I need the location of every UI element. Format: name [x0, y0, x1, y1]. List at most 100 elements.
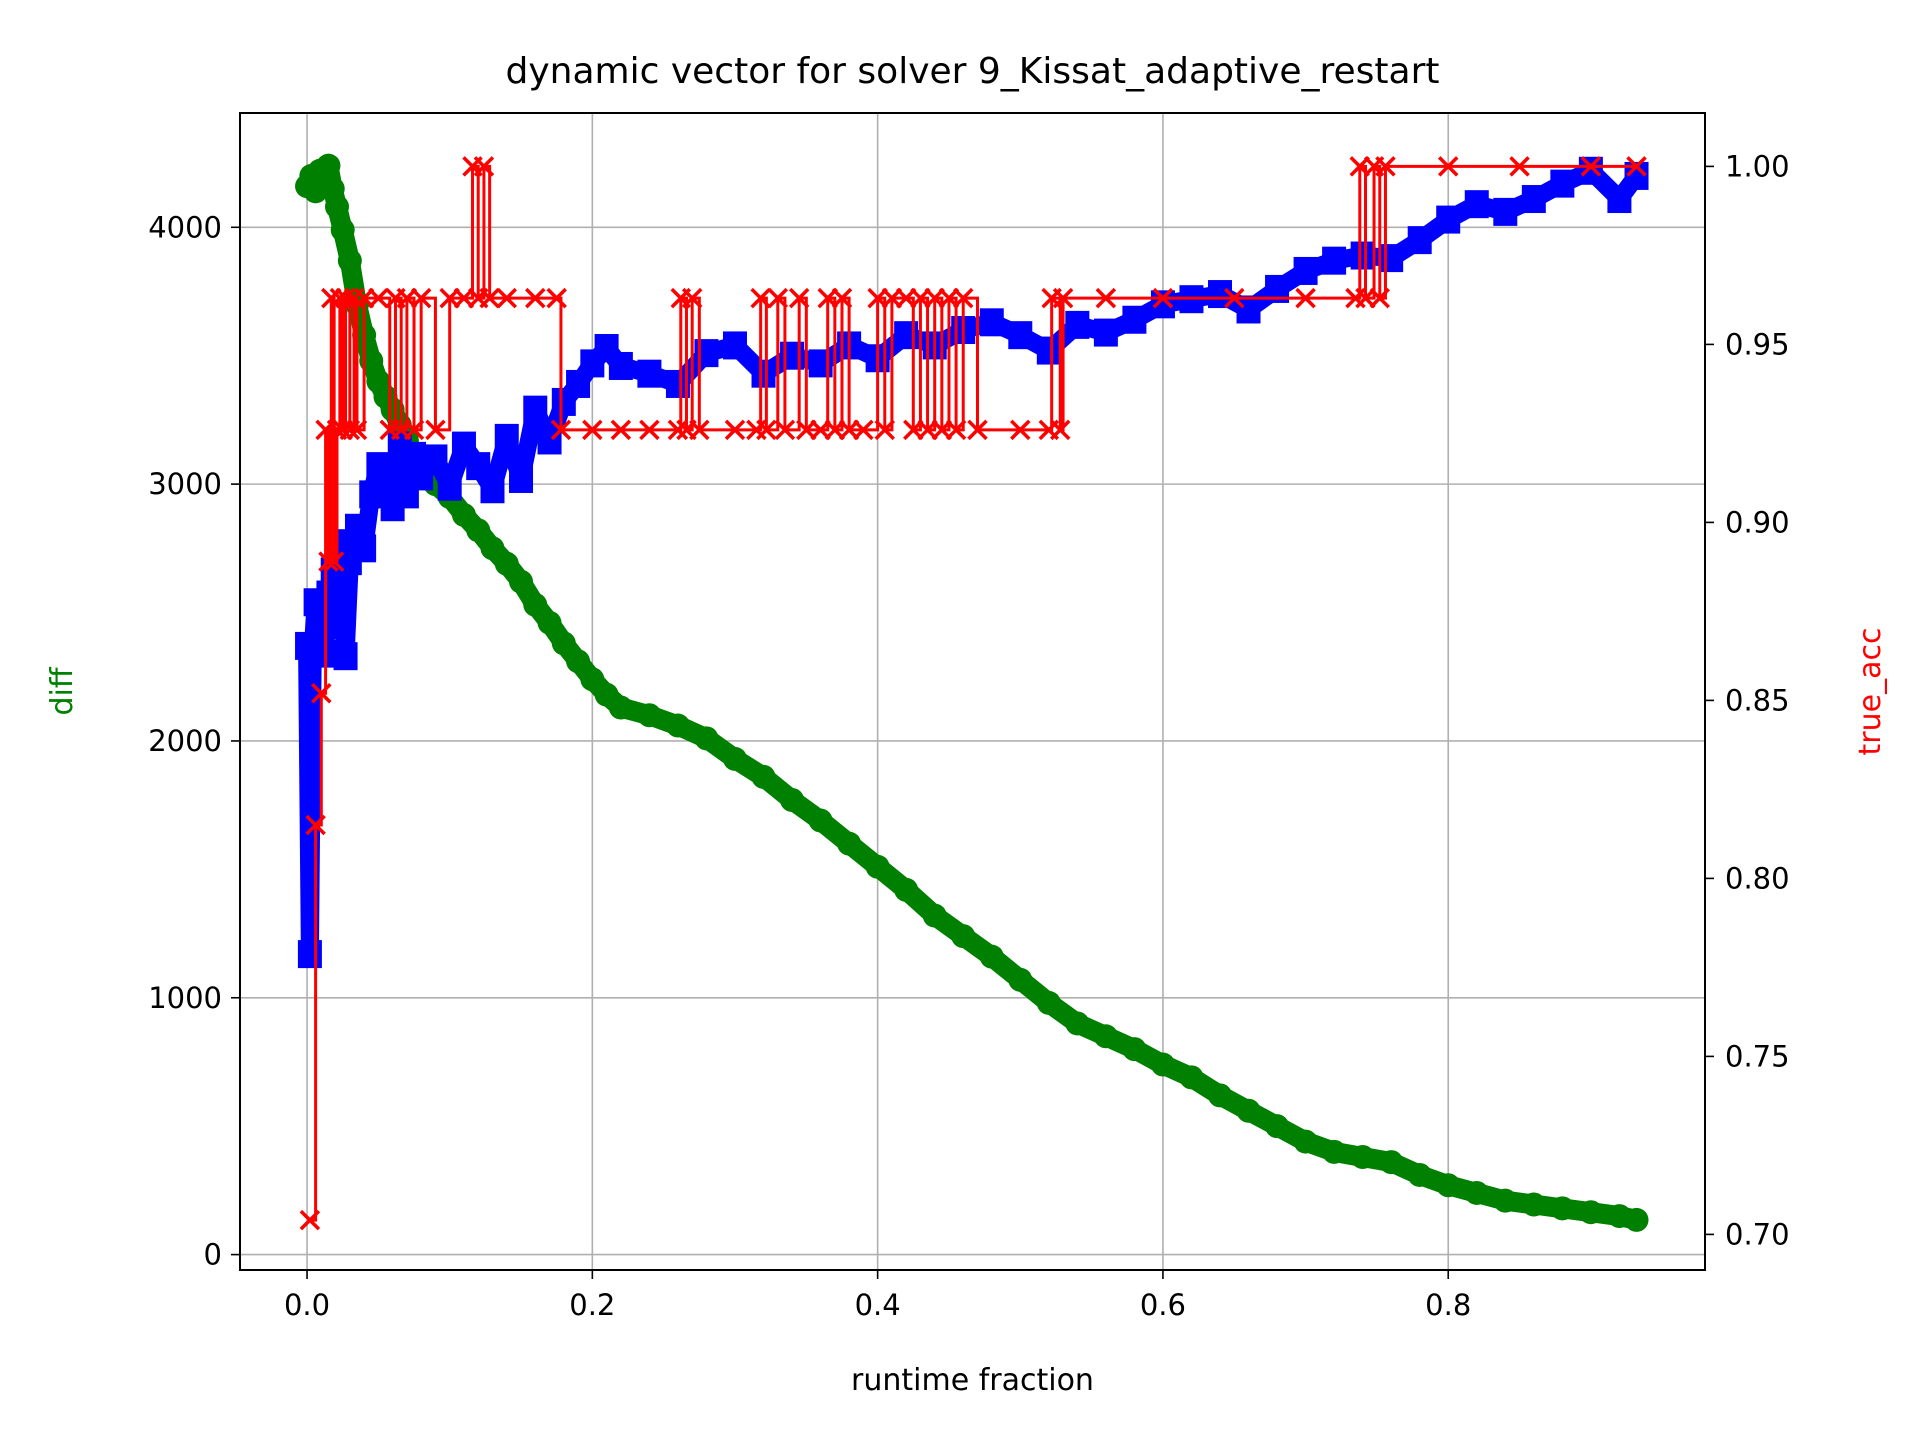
data-point	[339, 419, 361, 441]
data-point	[780, 788, 805, 813]
data-point	[525, 287, 546, 309]
data-point	[1322, 1139, 1347, 1164]
data-point	[1521, 1192, 1546, 1217]
data-point	[523, 592, 548, 617]
ticks: 0.0 0.2 0.4 0.6 0.8010002000300040000.700.75…	[148, 149, 1789, 1322]
y2-tick-label: 0.80	[1725, 861, 1790, 895]
data-point	[608, 695, 633, 720]
data-point	[951, 924, 976, 949]
data-point	[1464, 190, 1489, 219]
data-point	[808, 808, 833, 833]
data-point	[724, 419, 746, 441]
data-point	[1265, 1114, 1290, 1139]
data-point	[1236, 295, 1261, 324]
data-point	[479, 287, 500, 309]
data-point	[1350, 1144, 1375, 1169]
data-point	[639, 419, 660, 441]
data-point	[610, 419, 632, 441]
data-point	[694, 726, 719, 751]
data-point	[1065, 310, 1090, 339]
data-point	[1065, 1011, 1090, 1036]
series-group	[295, 153, 1649, 1232]
data-point	[318, 551, 339, 572]
data-point	[1293, 1129, 1318, 1154]
data-point	[774, 419, 796, 441]
y-tick-label: 2000	[148, 724, 222, 758]
data-point	[608, 351, 633, 380]
data-point	[466, 518, 491, 543]
data-point	[423, 444, 448, 473]
y2-tick-label: 0.70	[1725, 1217, 1790, 1251]
data-point	[1578, 1200, 1603, 1225]
data-point	[1369, 287, 1390, 309]
data-point	[373, 459, 398, 488]
data-point	[1550, 1196, 1575, 1221]
data-point	[333, 642, 358, 671]
data-point	[325, 611, 350, 640]
data-point	[1236, 1098, 1261, 1123]
data-point	[580, 667, 605, 692]
y2-tick-label: 0.90	[1725, 505, 1790, 539]
data-point	[1179, 1065, 1204, 1090]
data-point	[788, 287, 810, 309]
data-point	[722, 331, 747, 360]
data-point	[952, 287, 974, 309]
data-point	[582, 419, 603, 441]
data-point	[837, 831, 862, 856]
data-point	[494, 423, 519, 452]
data-point	[751, 764, 776, 789]
y2-tick-label: 0.75	[1725, 1039, 1790, 1073]
data-point	[551, 631, 576, 656]
data-point	[1295, 287, 1316, 309]
data-point	[1436, 1173, 1461, 1198]
y-tick-label: 0	[204, 1238, 222, 1272]
chart-title: dynamic vector for solver 9_Kissat_adapt…	[506, 51, 1440, 92]
data-point	[368, 287, 389, 309]
data-point	[437, 472, 462, 501]
y2-axis-title: true_acc	[1853, 628, 1888, 756]
data-point	[967, 419, 988, 441]
data-point	[1493, 1188, 1518, 1213]
data-point	[352, 534, 377, 563]
data-point	[689, 419, 710, 441]
y-tick-label: 3000	[148, 467, 222, 501]
x-tick-label: 0.2	[569, 1288, 615, 1322]
data-point	[1580, 156, 1602, 177]
data-point	[297, 940, 322, 969]
data-point	[1437, 156, 1459, 177]
data-point	[1052, 287, 1074, 309]
data-point	[337, 248, 362, 273]
y2-tick-label: 0.95	[1725, 327, 1790, 361]
data-point	[751, 359, 776, 388]
data-point	[1036, 336, 1061, 365]
data-point	[1407, 1162, 1432, 1187]
data-point	[311, 683, 332, 704]
data-point	[299, 1209, 321, 1231]
x-tick-label: 0.6	[1140, 1288, 1186, 1322]
series-line	[297, 155, 1647, 1230]
x-tick-label: 0.0	[284, 1288, 330, 1322]
data-point	[979, 308, 1004, 337]
data-point	[1379, 1150, 1404, 1175]
data-point	[1036, 990, 1061, 1015]
series-red	[299, 156, 1647, 1231]
data-point	[1093, 318, 1118, 347]
data-point	[425, 419, 446, 441]
data-point	[480, 475, 505, 504]
data-point	[979, 944, 1004, 969]
plot-frame	[239, 112, 1706, 1271]
data-point	[756, 419, 777, 441]
data-point	[523, 395, 548, 424]
y2-tick-label: 0.85	[1725, 683, 1790, 717]
data-point	[1436, 205, 1461, 234]
data-point	[1407, 226, 1432, 255]
data-point	[473, 156, 495, 177]
data-point	[335, 287, 356, 309]
data-point	[1152, 287, 1174, 309]
data-point	[722, 746, 747, 771]
data-point	[1122, 1037, 1147, 1062]
data-point	[767, 287, 789, 309]
data-point	[831, 287, 853, 309]
data-point	[1464, 1180, 1489, 1205]
data-point	[451, 502, 476, 527]
